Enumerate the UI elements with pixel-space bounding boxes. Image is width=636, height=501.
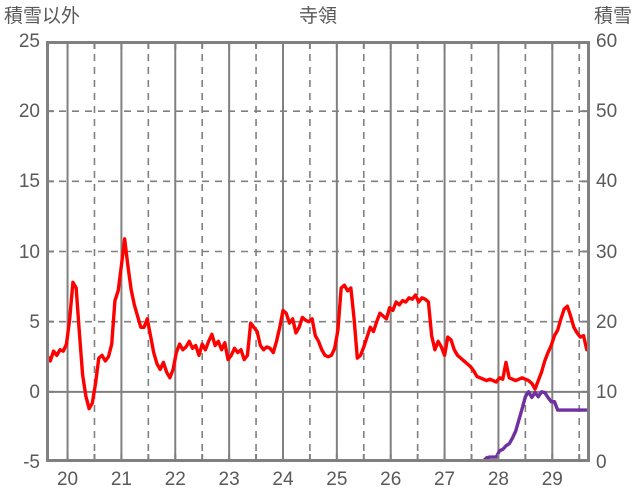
- series-line-snow: [46, 390, 589, 462]
- y-axis-right-tick-label: 10: [596, 381, 618, 403]
- x-axis-tick-label: 22: [164, 469, 186, 490]
- y-axis-right-tick-label: 30: [596, 241, 618, 263]
- y-axis-left-tick-label: 20: [18, 101, 40, 123]
- plot-area: [46, 41, 590, 462]
- right-axis-title: 積雪: [593, 6, 632, 27]
- y-axis-right-tick-label: 40: [596, 171, 618, 193]
- x-axis-tick-label: 21: [110, 469, 132, 490]
- x-axis-tick-label: 27: [433, 469, 456, 490]
- chart-title: 寺領: [298, 6, 337, 27]
- x-axis-tick-label: 28: [487, 469, 509, 490]
- y-axis-left-tick-label: 5: [29, 311, 40, 333]
- left-axis-title: 積雪以外: [4, 6, 81, 27]
- x-axis-tick-label: 20: [56, 469, 79, 490]
- y-axis-right-tick-label: 50: [596, 101, 618, 123]
- x-axis-tick-label: 29: [541, 469, 563, 490]
- y-axis-left-tick-label: 10: [18, 241, 40, 263]
- series-line-precip: [46, 237, 589, 411]
- x-axis-tick-label: 24: [272, 469, 294, 490]
- y-axis-left-tick-label: -5: [23, 452, 40, 473]
- y-axis-left-tick-label: 0: [29, 381, 40, 403]
- x-axis-tick-label: 26: [380, 469, 402, 490]
- x-axis-tick-label: 25: [326, 469, 348, 490]
- y-axis-left-tick-label: 15: [18, 171, 40, 193]
- y-axis-left-tick-label: 25: [18, 31, 40, 52]
- y-axis-right-tick-label: 20: [596, 311, 618, 333]
- x-axis-tick-label: 23: [218, 469, 240, 490]
- y-axis-right-tick-label: 0: [596, 452, 607, 473]
- y-axis-right-tick-label: 60: [596, 31, 618, 52]
- chart-svg: [46, 41, 590, 462]
